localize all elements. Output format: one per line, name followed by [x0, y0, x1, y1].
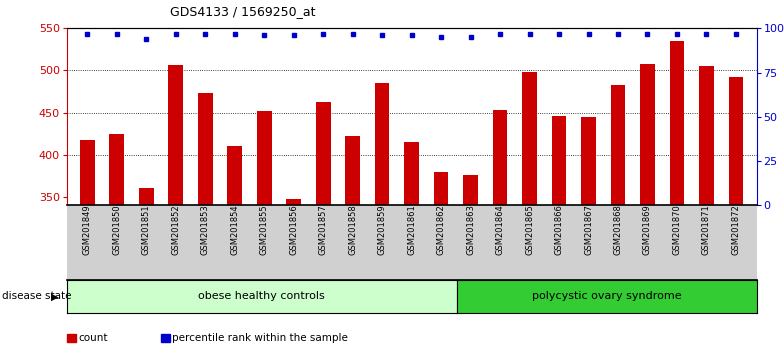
Bar [728, 77, 743, 354]
Bar [670, 41, 684, 354]
Bar [316, 102, 331, 354]
Bar [345, 136, 360, 354]
Bar [581, 117, 596, 354]
Bar [434, 172, 448, 354]
Bar [139, 188, 154, 354]
Bar [227, 146, 242, 354]
Text: polycystic ovary syndrome: polycystic ovary syndrome [532, 291, 681, 302]
Text: count: count [78, 333, 108, 343]
Bar [110, 134, 124, 354]
Text: percentile rank within the sample: percentile rank within the sample [172, 333, 348, 343]
Text: ▶: ▶ [51, 291, 59, 302]
Bar [80, 139, 95, 354]
Bar [375, 83, 390, 354]
Bar [405, 142, 419, 354]
Bar [492, 110, 507, 354]
Bar [257, 111, 271, 354]
Text: disease state: disease state [2, 291, 71, 302]
Bar [640, 64, 655, 354]
Bar [169, 64, 183, 354]
Bar [286, 199, 301, 354]
Text: GDS4133 / 1569250_at: GDS4133 / 1569250_at [170, 5, 316, 18]
Bar [699, 66, 713, 354]
Bar [198, 93, 212, 354]
Bar [463, 175, 478, 354]
Bar [552, 116, 566, 354]
Bar [522, 72, 537, 354]
Text: obese healthy controls: obese healthy controls [198, 291, 325, 302]
Bar [611, 85, 626, 354]
